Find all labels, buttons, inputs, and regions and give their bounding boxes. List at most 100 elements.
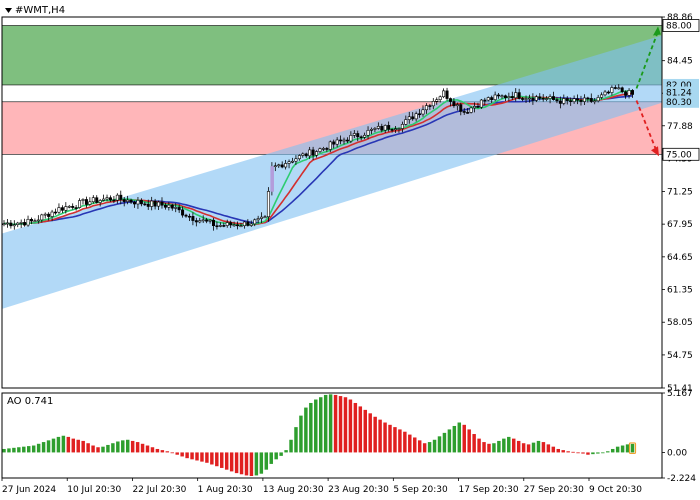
ao-bar	[22, 446, 26, 453]
ao-bar	[12, 447, 16, 453]
candle-body	[239, 225, 243, 228]
ao-bar	[338, 396, 343, 453]
ao-bar	[601, 452, 605, 454]
candle-body	[304, 153, 308, 157]
candle-body	[376, 126, 380, 129]
x-tick-label: 23 Aug 20:30	[328, 485, 389, 495]
candle-body	[624, 91, 628, 96]
ao-bar	[27, 446, 31, 453]
candle-body	[534, 96, 538, 101]
candle-body	[424, 105, 428, 111]
ao-bar	[318, 397, 323, 453]
ao-bar	[536, 440, 541, 453]
candle-body	[5, 222, 9, 225]
candle-body	[157, 201, 161, 207]
y-tick-label: 64.65	[667, 253, 693, 263]
candle-body	[26, 218, 30, 226]
ao-bar	[497, 440, 501, 453]
ao-bar	[234, 452, 239, 474]
candle-body	[95, 197, 99, 203]
candle-body	[105, 197, 109, 200]
candle-body	[308, 149, 312, 157]
candle-body	[531, 97, 535, 101]
candle-body	[88, 201, 92, 205]
candle-body	[345, 139, 349, 142]
x-tick-label: 22 Jul 20:30	[132, 485, 186, 495]
ma-slow-line	[3, 95, 633, 226]
ao-bar	[314, 399, 318, 453]
ao-bar	[378, 419, 382, 453]
x-tick-label: 27 Sep 20:30	[524, 485, 584, 495]
ao-bar	[586, 452, 590, 455]
candle-body	[579, 99, 583, 102]
candle-body	[43, 213, 47, 216]
candle-body	[294, 158, 298, 162]
candle-body	[9, 222, 13, 227]
ao-bar	[86, 443, 90, 453]
candle-body	[71, 205, 75, 208]
candle-body	[297, 155, 301, 160]
candle-body	[507, 96, 511, 99]
candle-body	[225, 222, 229, 226]
candle-body	[552, 96, 556, 100]
candle-body	[445, 90, 449, 99]
candle-body	[562, 98, 566, 104]
candle-body	[115, 194, 119, 201]
ao-bar	[596, 452, 600, 454]
ao-bar	[2, 448, 6, 453]
candle-body	[630, 90, 634, 95]
candle-body	[16, 222, 20, 225]
candle-body	[593, 100, 597, 103]
price-tag-box	[662, 147, 700, 161]
ao-bar	[333, 394, 338, 453]
y-tick-label: 71.25	[667, 187, 693, 197]
x-tick-label: 13 Aug 20:30	[263, 485, 324, 495]
candle-body	[167, 204, 171, 208]
candle-body	[19, 222, 23, 224]
candle-body	[349, 135, 353, 142]
ao-bar	[566, 451, 570, 453]
ao-bar	[462, 424, 466, 453]
ao-bar	[477, 438, 481, 453]
candle-body	[23, 222, 27, 226]
candle-body	[363, 134, 367, 138]
candle-body	[163, 204, 167, 208]
ao-bar	[422, 443, 427, 453]
ao-bar	[195, 452, 199, 461]
candle-body	[366, 130, 370, 136]
candle-body	[136, 200, 140, 205]
candle-body	[50, 211, 54, 217]
candle-body	[318, 148, 322, 152]
ao-bar	[229, 452, 234, 472]
candle-body	[369, 128, 373, 131]
price-tag-label: 81.24	[666, 88, 692, 98]
triangle-down-icon[interactable]	[5, 8, 12, 13]
candle-body	[527, 97, 531, 100]
ao-bar	[531, 442, 536, 453]
candle-body	[572, 98, 576, 102]
candle-body	[603, 91, 607, 96]
candle-body	[143, 203, 147, 206]
ao-bar	[125, 439, 130, 453]
y-tick-label: 84.45	[667, 57, 693, 67]
candle-body	[613, 87, 617, 89]
y-tick-label: 51.41	[667, 384, 693, 394]
candle-body	[466, 112, 470, 114]
candle-body	[517, 92, 521, 99]
ao-bar	[591, 452, 595, 455]
candle-body	[2, 223, 6, 226]
candle-body	[407, 116, 411, 120]
candle-body	[36, 219, 40, 222]
candle-body	[589, 98, 593, 102]
candle-body	[418, 113, 422, 116]
symbol-title: #WMT,H4	[15, 5, 65, 16]
candle-body	[431, 101, 435, 107]
candle-body	[191, 216, 195, 221]
ao-bar	[145, 445, 150, 453]
candle-body	[359, 136, 363, 139]
candle-body	[490, 97, 494, 101]
ao-bar	[467, 429, 471, 453]
candle-body	[54, 211, 58, 214]
